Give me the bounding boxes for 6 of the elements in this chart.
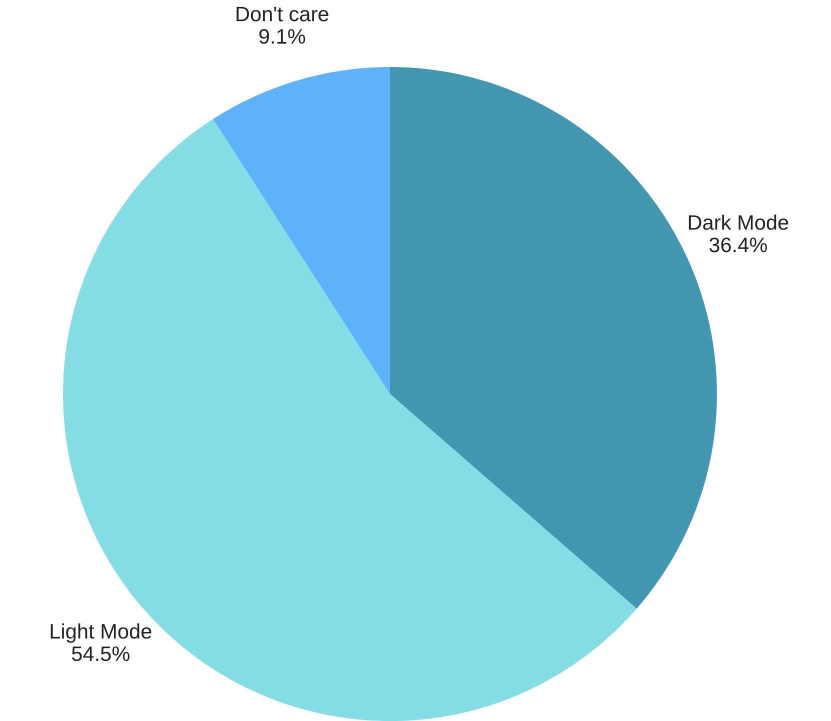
- data-label: 54.5%: [72, 646, 130, 662]
- slice-label: Don't care: [236, 6, 328, 22]
- data-label: 9.1%: [259, 29, 306, 44]
- slice-label: Light Mode: [50, 623, 152, 643]
- data-label: 36.4%: [709, 238, 767, 252]
- slice-label: Dark Mode: [688, 214, 788, 230]
